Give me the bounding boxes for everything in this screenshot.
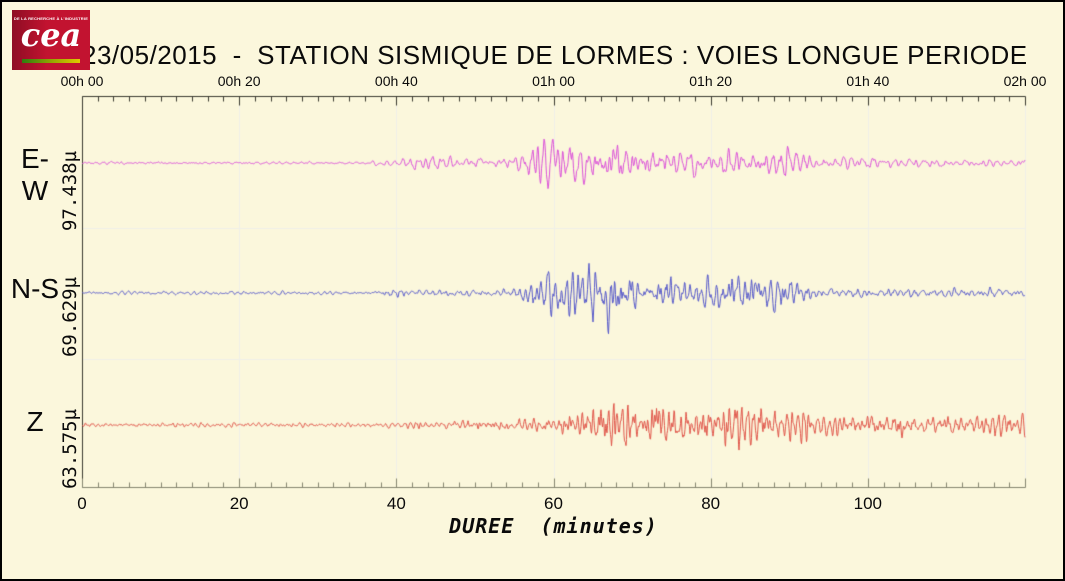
- bottom-axis-tick-label: 80: [701, 494, 721, 513]
- trace-amplitude-ew: 97.438µ: [59, 150, 81, 232]
- bottom-axis-tick-label: 20: [229, 494, 249, 513]
- top-axis-tick-label: 01h 00: [532, 73, 575, 89]
- trace-label-ns: N-S: [10, 273, 60, 304]
- trace-amplitude-z: 63.575µ: [59, 408, 81, 490]
- cea-logo-tagline: DE LA RECHERCHE À L'INDUSTRIE: [13, 16, 89, 21]
- bottom-axis-tick-label: 40: [386, 494, 406, 513]
- top-axis-tick-label: 00h 00: [60, 73, 104, 89]
- bottom-axis-tick-label: 60: [544, 494, 563, 513]
- bottom-minutes-axis: 0 20 40 60 80 100: [2, 494, 1063, 514]
- cea-logo: DE LA RECHERCHE À L'INDUSTRIE cea: [12, 10, 90, 70]
- bottom-axis-tick-label: 0: [77, 494, 87, 513]
- top-axis-tick-label: 00h 20: [217, 73, 261, 89]
- top-axis-tick-label: 02h 00: [1003, 73, 1047, 89]
- trace-label-ew: E-W: [21, 143, 49, 206]
- chart-title: 23/05/2015 - STATION SISMIQUE DE LORMES …: [82, 40, 1028, 70]
- top-time-axis: 00h 00 00h 20 00h 40 01h 00 01h 20 01h 40 02h …: [2, 73, 1063, 91]
- logo-underline-gradient: [22, 59, 80, 63]
- top-axis-tick-label: 01h 40: [846, 73, 890, 89]
- bottom-axis-tick-label: 100: [853, 494, 883, 513]
- cea-logo-brand: cea: [20, 16, 82, 54]
- top-axis-tick-label: 01h 20: [689, 73, 733, 89]
- x-axis-title: DUREE (minutes): [449, 514, 658, 538]
- trace-amplitude-ns: 69.629µ: [59, 276, 81, 358]
- trace-label-z: Z: [26, 406, 44, 437]
- top-axis-tick-label: 00h 40: [374, 73, 418, 89]
